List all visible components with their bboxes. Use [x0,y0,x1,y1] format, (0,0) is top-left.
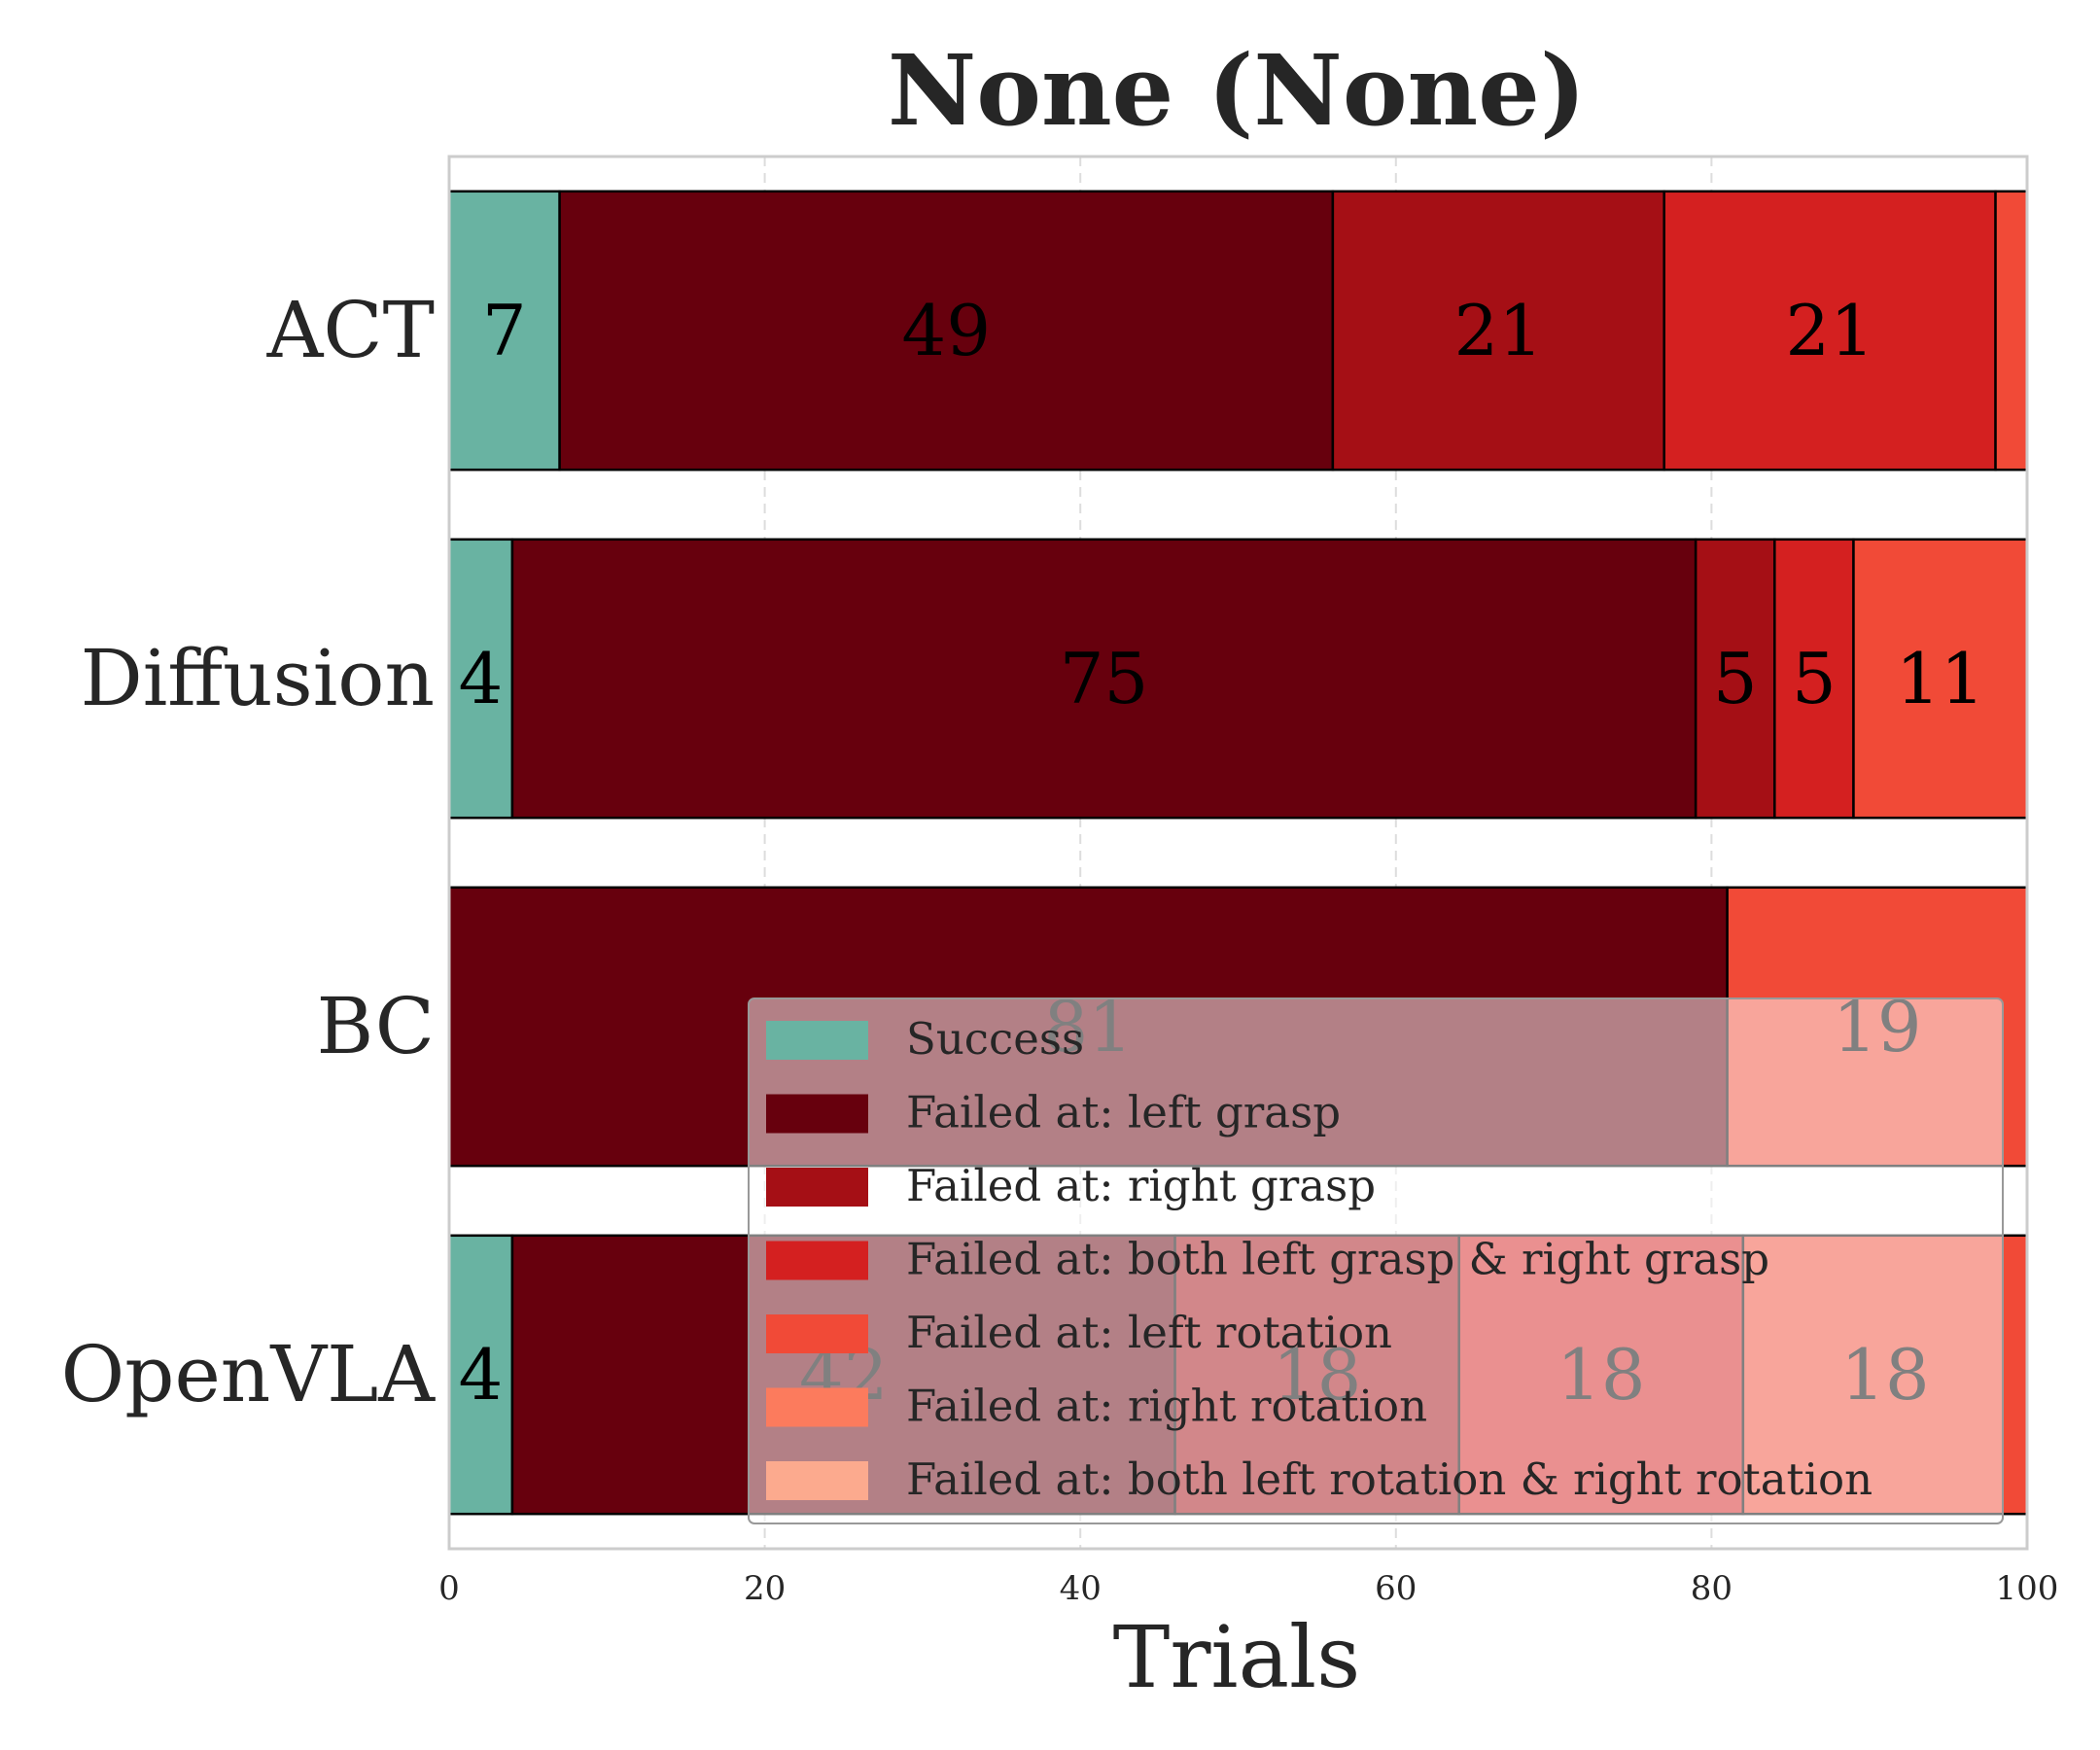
x-tick-label: 40 [1060,1569,1102,1608]
legend-swatch-failed-at-both-left-grasp-right-grasp [766,1241,868,1280]
bar-segment-diffusion-failed-at-left-grasp [510,538,1698,820]
bar-segment-diffusion-success [447,538,514,820]
bar-segment-act-failed-at-left-rotation [1994,190,2029,472]
bar-segment-act-failed-at-right-grasp [1331,190,1665,472]
legend-swatch-failed-at-right-rotation [766,1387,868,1427]
bar-value-label-diffusion-failed-at-left-grasp: 75 [1060,638,1149,719]
x-tick-label: 60 [1375,1569,1417,1608]
y-axis-category-labels: ACT Diffusion BC OpenVLA [61,285,437,1419]
legend-swatch-failed-at-left-grasp [766,1094,868,1134]
bar-segment-openvla-success [447,1234,514,1516]
legend-label-failed-at-left-grasp: Failed at: left grasp [906,1087,1341,1138]
bar-segment-act-failed-at-left-grasp [558,190,1335,472]
bar-value-label-act-failed-at-both-left-grasp-right-grasp: 21 [1785,290,1874,371]
x-tick-label: 80 [1691,1569,1732,1608]
bar-value-label-act-success: 7 [482,290,527,371]
legend-swatch-failed-at-both-left-rotation-right-rotation [766,1461,868,1500]
legend-label-failed-at-both-left-grasp-right-grasp: Failed at: both left grasp & right grasp [906,1234,1769,1285]
legend-box [748,998,2004,1524]
legend-swatch-success [766,1021,868,1060]
x-tick-label: 0 [438,1569,460,1608]
x-axis-ticks: 0 20 40 60 80 100 [438,1569,2058,1608]
bar-segment-diffusion-failed-at-both-left-grasp-right-grasp [1773,538,1855,820]
legend-label-failed-at-right-rotation: Failed at: right rotation [906,1381,1427,1432]
chart-title: None (None) [888,33,1586,148]
category-label-openvla: OpenVLA [61,1329,437,1419]
legend-label-failed-at-right-grasp: Failed at: right grasp [906,1160,1376,1211]
bar-value-label-diffusion-failed-at-left-rotation: 11 [1896,638,1985,719]
plot-area-frame [447,155,2029,1551]
bar-value-label-act-failed-at-left-grasp: 49 [901,290,991,371]
legend-label-failed-at-left-rotation: Failed at: left rotation [906,1307,1392,1358]
bar-value-label-act-failed-at-right-grasp: 21 [1453,290,1543,371]
bar-value-label-diffusion-success: 4 [459,638,504,719]
bar-value-label-diffusion-failed-at-right-grasp: 5 [1713,638,1758,719]
bar-value-label-openvla-success: 4 [459,1334,504,1416]
x-tick-label: 20 [744,1569,786,1608]
legend-label-success: Success [906,1013,1084,1065]
legend-swatch-failed-at-left-rotation [766,1314,868,1353]
legend-label-failed-at-both-left-rotation-right-rotation: Failed at: both left rotation & right ro… [906,1453,1872,1505]
category-label-act: ACT [266,285,435,375]
category-label-bc: BC [317,981,435,1071]
legend-swatch-failed-at-right-grasp [766,1168,868,1207]
bar-value-label-diffusion-failed-at-both-left-grasp-right-grasp: 5 [1792,638,1837,719]
x-tick-label: 100 [1996,1569,2059,1608]
legend: Success Failed at: left grasp Failed at: r… [748,998,2004,1524]
category-label-diffusion: Diffusion [81,633,435,723]
bar-segment-act-failed-at-both-left-grasp-right-grasp [1662,190,1997,472]
x-axis-label: Trials [1113,1607,1361,1707]
